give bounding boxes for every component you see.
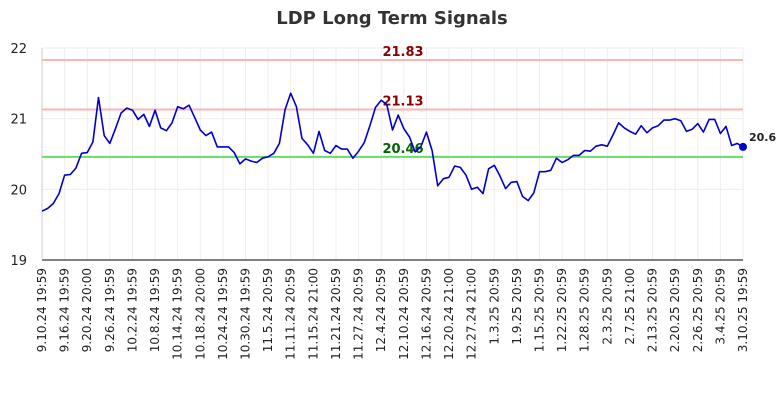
x-tick-label: 12.20.24 21:00	[442, 268, 456, 360]
x-tick-label: 2.13.25 20:59	[646, 268, 660, 352]
x-tick-label: 10.8.24 19:59	[148, 268, 162, 352]
x-tick-label: 12.16.24 20:59	[419, 268, 433, 360]
x-tick-label: 11.15.24 21:00	[306, 268, 320, 360]
y-tick-label: 19	[10, 254, 27, 269]
x-tick-label: 9.20.24 20:00	[80, 268, 94, 352]
last-value-label: 20.6	[749, 131, 776, 144]
last-point-marker	[739, 142, 747, 151]
y-tick-label: 22	[10, 42, 27, 57]
x-tick-label: 1.22.25 20:59	[555, 268, 569, 352]
x-tick-label: 11.11.24 20:59	[284, 268, 298, 360]
x-tick-label: 11.21.24 20:59	[329, 268, 343, 360]
x-tick-label: 12.10.24 20:59	[397, 268, 411, 360]
x-tick-label: 1.28.25 20:59	[578, 268, 592, 352]
y-tick-label: 20	[10, 183, 27, 198]
x-tick-label: 9.26.24 19:59	[103, 268, 117, 352]
chart-title: LDP Long Term Signals	[276, 8, 508, 29]
x-tick-label: 2.3.25 20:59	[600, 268, 614, 345]
signal-level-label: 21.13	[382, 94, 423, 109]
series-line	[41, 92, 744, 212]
y-tick-label: 21	[10, 113, 27, 128]
x-tick-label: 2.20.25 20:59	[668, 268, 682, 352]
x-tick-label: 12.4.24 20:59	[374, 268, 388, 352]
x-tick-label: 10.18.24 20:00	[193, 268, 207, 360]
x-tick-label: 10.24.24 19:59	[216, 268, 230, 360]
x-tick-label: 2.26.25 20:59	[691, 268, 705, 352]
signal-level-label: 21.83	[382, 45, 423, 60]
x-tick-label: 9.16.24 19:59	[58, 268, 72, 352]
x-tick-label: 9.10.24 19:59	[35, 268, 49, 352]
x-tick-label: 1.3.25 20:59	[487, 268, 501, 345]
x-tick-label: 10.2.24 19:59	[125, 268, 139, 352]
x-tick-label: 11.5.24 20:59	[261, 268, 275, 352]
x-tick-label: 10.30.24 19:59	[239, 268, 253, 360]
x-tick-label: 2.7.25 21:00	[623, 268, 637, 345]
x-tick-label: 3.10.25 19:59	[736, 268, 750, 352]
x-tick-label: 1.15.25 20:59	[532, 268, 546, 352]
x-tick-label: 11.27.24 20:59	[352, 268, 366, 360]
x-tick-label: 1.9.25 20:59	[510, 268, 524, 345]
x-tick-label: 3.4.25 20:59	[713, 268, 727, 345]
x-tick-label: 12.27.24 21:00	[465, 268, 479, 360]
x-tick-label: 10.14.24 19:59	[171, 268, 185, 360]
